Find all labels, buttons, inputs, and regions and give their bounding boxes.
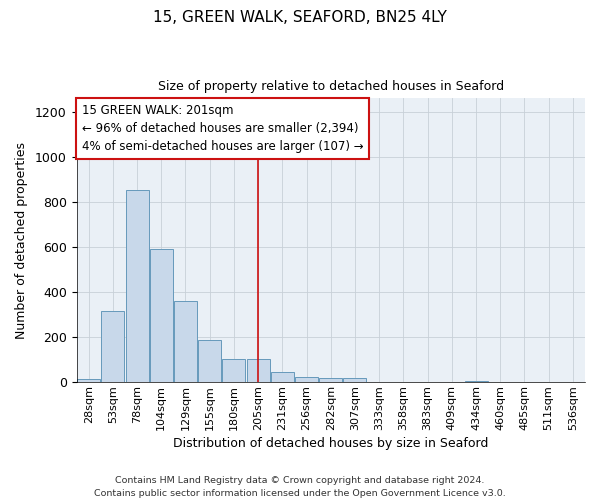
Bar (247, 359, 269, 382)
X-axis label: Distribution of detached houses by size in Seaford: Distribution of detached houses by size … (173, 437, 488, 450)
Bar (150, 250, 173, 382)
Text: 15, GREEN WALK, SEAFORD, BN25 4LY: 15, GREEN WALK, SEAFORD, BN25 4LY (153, 10, 447, 25)
Y-axis label: Number of detached properties: Number of detached properties (15, 142, 28, 338)
Title: Size of property relative to detached houses in Seaford: Size of property relative to detached ho… (158, 80, 504, 93)
Bar (295, 376, 318, 382)
Bar (319, 378, 342, 382)
Bar (174, 301, 197, 382)
Text: Contains HM Land Registry data © Crown copyright and database right 2024.
Contai: Contains HM Land Registry data © Crown c… (94, 476, 506, 498)
Bar (101, 311, 124, 382)
Text: 15 GREEN WALK: 201sqm
← 96% of detached houses are smaller (2,394)
4% of semi-de: 15 GREEN WALK: 201sqm ← 96% of detached … (82, 104, 363, 153)
Bar (77, 380, 100, 382)
Bar (343, 378, 367, 382)
Bar (464, 381, 488, 382)
Bar (223, 359, 245, 382)
Bar (198, 340, 221, 382)
Bar (125, 190, 149, 382)
Bar (271, 372, 294, 382)
